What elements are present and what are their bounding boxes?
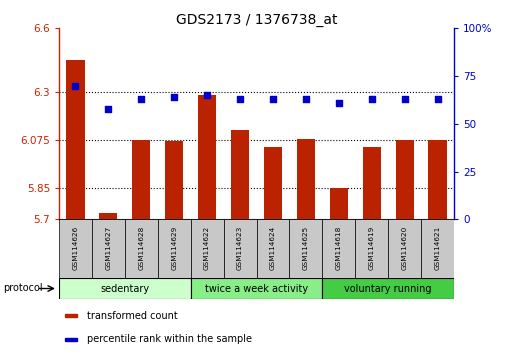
Point — [203, 92, 211, 98]
Text: GSM114622: GSM114622 — [204, 225, 210, 270]
FancyBboxPatch shape — [59, 278, 191, 299]
Point — [236, 96, 244, 102]
Text: protocol: protocol — [3, 283, 43, 293]
FancyBboxPatch shape — [322, 219, 355, 278]
FancyBboxPatch shape — [158, 219, 191, 278]
Bar — [428, 140, 447, 219]
Point — [170, 94, 179, 100]
Text: GSM114624: GSM114624 — [270, 225, 276, 270]
FancyBboxPatch shape — [322, 278, 454, 299]
Point — [368, 96, 376, 102]
FancyBboxPatch shape — [92, 219, 125, 278]
Text: GSM114619: GSM114619 — [369, 225, 374, 270]
Point — [104, 106, 112, 112]
Text: GSM114623: GSM114623 — [237, 225, 243, 270]
Bar — [396, 140, 413, 219]
Point — [334, 100, 343, 106]
Text: voluntary running: voluntary running — [344, 284, 432, 293]
Text: GSM114629: GSM114629 — [171, 225, 177, 270]
Text: twice a week activity: twice a week activity — [205, 284, 308, 293]
Point — [71, 83, 80, 88]
Bar — [198, 95, 216, 219]
Bar — [65, 314, 77, 318]
FancyBboxPatch shape — [289, 219, 322, 278]
Text: transformed count: transformed count — [87, 311, 178, 321]
FancyBboxPatch shape — [421, 219, 454, 278]
Point — [433, 96, 442, 102]
Text: GSM114628: GSM114628 — [139, 225, 144, 270]
Text: GSM114627: GSM114627 — [105, 225, 111, 270]
Title: GDS2173 / 1376738_at: GDS2173 / 1376738_at — [176, 13, 337, 27]
Bar — [330, 188, 348, 219]
Bar — [165, 141, 183, 219]
Bar — [363, 147, 381, 219]
Bar — [231, 130, 249, 219]
Point — [269, 96, 277, 102]
Text: sedentary: sedentary — [100, 284, 149, 293]
Text: GSM114618: GSM114618 — [336, 225, 342, 270]
Bar — [66, 60, 85, 219]
Point — [137, 96, 145, 102]
FancyBboxPatch shape — [256, 219, 289, 278]
FancyBboxPatch shape — [191, 219, 224, 278]
FancyBboxPatch shape — [191, 278, 322, 299]
Text: GSM114625: GSM114625 — [303, 225, 309, 270]
Bar — [100, 213, 117, 219]
Point — [401, 96, 409, 102]
Text: percentile rank within the sample: percentile rank within the sample — [87, 334, 252, 344]
FancyBboxPatch shape — [355, 219, 388, 278]
FancyBboxPatch shape — [388, 219, 421, 278]
Bar — [65, 338, 77, 341]
FancyBboxPatch shape — [224, 219, 256, 278]
Text: GSM114621: GSM114621 — [435, 225, 441, 270]
Bar — [264, 147, 282, 219]
Text: GSM114620: GSM114620 — [402, 225, 408, 270]
FancyBboxPatch shape — [125, 219, 158, 278]
Bar — [132, 140, 150, 219]
Text: GSM114626: GSM114626 — [72, 225, 78, 270]
FancyBboxPatch shape — [59, 219, 92, 278]
Bar — [297, 139, 315, 219]
Point — [302, 96, 310, 102]
